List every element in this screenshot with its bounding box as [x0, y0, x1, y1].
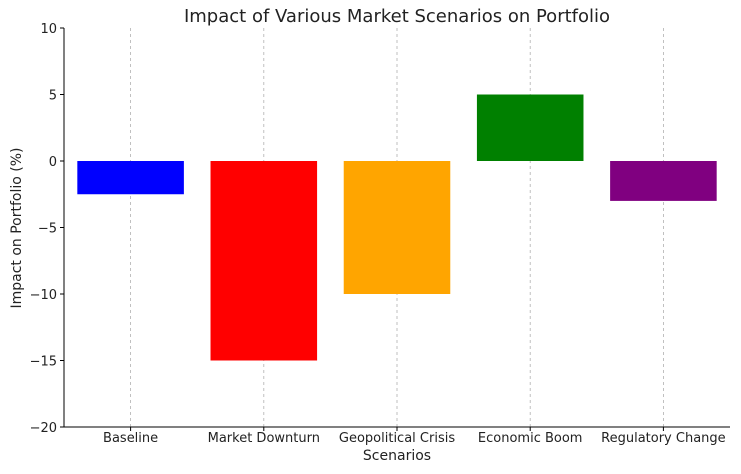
- y-tick-label: −10: [30, 288, 57, 303]
- x-ticks: Baseline Market Downturn Geopolitical Cris…: [103, 427, 726, 446]
- x-tick-label: Regulatory Change: [601, 431, 726, 446]
- chart-title: Impact of Various Market Scenarios on Po…: [184, 6, 610, 27]
- y-tick-label: 5: [49, 89, 57, 104]
- x-tick-label: Economic Boom: [478, 431, 583, 446]
- x-tick-label: Baseline: [103, 431, 158, 446]
- y-tick-label: −15: [30, 355, 57, 370]
- y-tick-label: −5: [38, 222, 57, 237]
- y-tick-label: 0: [49, 155, 57, 170]
- y-tick-label: −20: [30, 421, 57, 436]
- bar-geopolitical-crisis: [343, 161, 451, 294]
- bar-market-downturn: [210, 161, 318, 361]
- bar-baseline: [77, 161, 184, 195]
- x-axis-title: Scenarios: [363, 448, 431, 464]
- bar-regulatory-change: [610, 161, 717, 201]
- bars-layer: [77, 94, 717, 361]
- bar-economic-boom: [476, 94, 584, 161]
- y-axis-title: Impact on Portfolio (%): [9, 147, 25, 308]
- x-tick-label: Geopolitical Crisis: [339, 431, 455, 446]
- y-tick-label: 10: [40, 22, 57, 37]
- y-ticks: 10 5 0 −5 −10 −15 −20: [30, 22, 64, 436]
- x-tick-label: Market Downturn: [208, 431, 320, 446]
